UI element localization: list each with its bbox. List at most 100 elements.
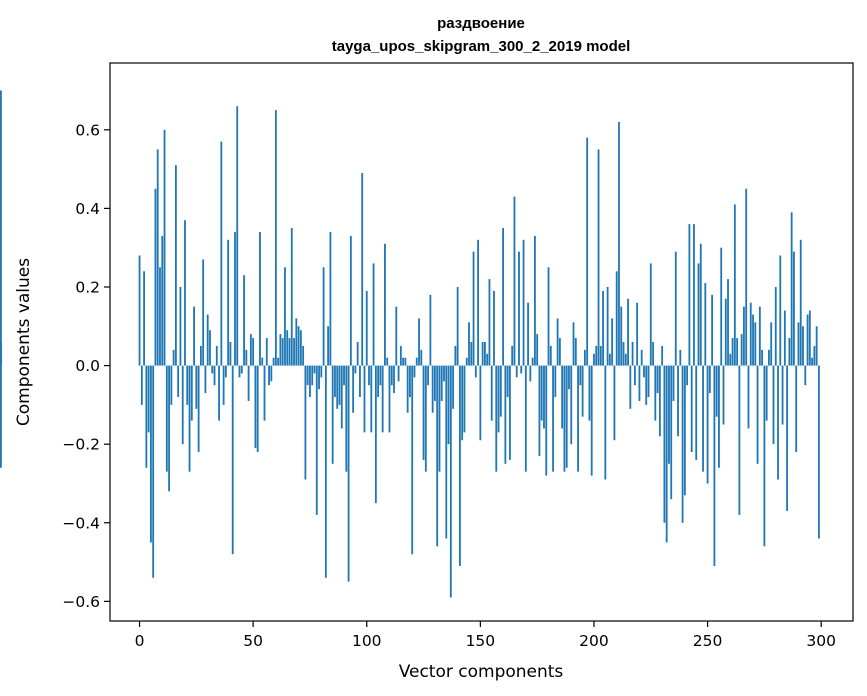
bar-244 (693, 224, 695, 366)
bar-98 (361, 173, 364, 366)
bar-238 (679, 349, 682, 366)
bar-237 (677, 365, 679, 437)
bar-294 (806, 314, 809, 366)
bar-31 (209, 330, 211, 366)
y-axis-label: Components values (14, 258, 34, 426)
bar-41 (231, 365, 234, 555)
bar-221 (640, 349, 643, 366)
bar-161 (504, 365, 507, 464)
bar-153 (486, 353, 489, 366)
bar-3 (145, 365, 148, 468)
bar-157 (495, 365, 498, 472)
bar-44 (238, 365, 241, 378)
bar-239 (681, 365, 684, 523)
bar-269 (749, 302, 752, 366)
bar-158 (497, 365, 500, 433)
bar-79 (318, 365, 320, 390)
bar-60 (274, 110, 277, 366)
bar-277 (768, 349, 770, 366)
bar-30 (206, 314, 209, 366)
bar-50 (252, 338, 255, 366)
bar-35 (218, 365, 220, 421)
bars-group (0, 90, 820, 598)
y-tick-label: −0.4 (62, 514, 100, 532)
bar-84 (329, 231, 332, 366)
bar-154 (488, 279, 491, 366)
bar-8 (156, 149, 159, 366)
bar-259 (727, 279, 729, 366)
x-tick-label: 150 (466, 632, 496, 650)
bar-36 (220, 141, 223, 366)
bar-46 (243, 275, 245, 366)
bar-276 (765, 365, 768, 421)
bar-76 (311, 365, 314, 386)
bar-77 (313, 365, 316, 374)
x-axis: 0 50 100 150 200 250 300 (135, 621, 836, 650)
bar-14 (170, 365, 173, 405)
bar-196 (583, 349, 586, 366)
y-tick-label: 0.4 (75, 200, 100, 218)
bar-66 (288, 338, 291, 366)
bar-7 (154, 188, 157, 366)
bar-246 (697, 263, 700, 366)
bar-37 (222, 365, 225, 405)
bar-177 (540, 365, 543, 421)
bar-248 (702, 365, 704, 472)
bar-184 (556, 318, 559, 366)
bar-201 (595, 345, 598, 366)
bar-1 (140, 365, 143, 405)
bar-51 (254, 365, 257, 449)
bar-286 (788, 338, 791, 366)
bar-193 (577, 365, 579, 472)
bar-59 (272, 357, 275, 366)
bar-222 (643, 365, 645, 378)
bar-21 (186, 365, 189, 405)
bar-72 (302, 345, 305, 366)
bar-197 (586, 137, 589, 366)
bar-267 (745, 188, 748, 366)
bar-16 (174, 165, 177, 366)
bar-122 (415, 357, 418, 366)
bar-70 (297, 326, 300, 366)
bar-215 (627, 298, 629, 366)
bar-149 (477, 239, 479, 366)
bar-26 (197, 365, 200, 453)
bar-104 (374, 365, 377, 504)
chart-title: раздвоение (437, 15, 525, 32)
bar-145 (468, 322, 470, 366)
bar-20 (184, 220, 186, 366)
bar-95 (354, 365, 357, 374)
bar-261 (731, 338, 734, 366)
bar-217 (631, 342, 634, 366)
bar-187 (563, 365, 566, 472)
bar-191 (572, 322, 575, 366)
bar-78 (315, 365, 318, 515)
bar-68 (293, 338, 295, 366)
bar-282 (779, 255, 782, 366)
bar-74 (306, 365, 309, 386)
bar-49 (249, 334, 252, 366)
x-tick-label: 250 (693, 632, 723, 650)
bar-17 (177, 365, 180, 398)
bar-175 (536, 334, 539, 366)
bar-204 (602, 290, 604, 366)
bar-211 (618, 121, 620, 366)
bar-138 (452, 365, 455, 409)
bar-131 (436, 365, 439, 547)
bar-142 (461, 365, 464, 441)
bar-292 (802, 326, 804, 366)
bar-252 (711, 294, 714, 366)
bar-140 (456, 286, 459, 366)
bar-125 (422, 365, 425, 460)
bar-225 (649, 263, 652, 366)
bar-270 (752, 314, 754, 366)
bar-287 (790, 212, 793, 366)
x-tick-label: 200 (579, 632, 609, 650)
bar-182 (552, 365, 554, 472)
bar-207 (608, 353, 611, 366)
bar-6 (152, 365, 155, 578)
bar-195 (581, 365, 584, 417)
bar-209 (613, 365, 616, 441)
bar-128 (429, 294, 432, 366)
bar-143 (463, 365, 466, 433)
